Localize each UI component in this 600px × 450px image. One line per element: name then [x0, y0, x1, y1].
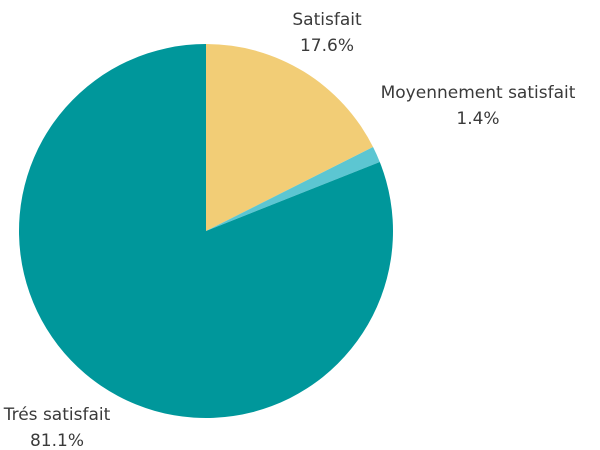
pie-slice	[206, 44, 374, 231]
slice-value-label: 81.1%	[30, 431, 84, 450]
slice-label: Trés satisfait	[3, 405, 111, 425]
pie-slice	[206, 146, 380, 231]
slice-value-label: 17.6%	[300, 36, 354, 56]
slice-value-label: 1.4%	[456, 109, 499, 129]
slice-label: Moyennement satisfait	[381, 83, 576, 103]
pie-slice	[18, 44, 393, 418]
slice-label: Satisfait	[292, 10, 362, 30]
